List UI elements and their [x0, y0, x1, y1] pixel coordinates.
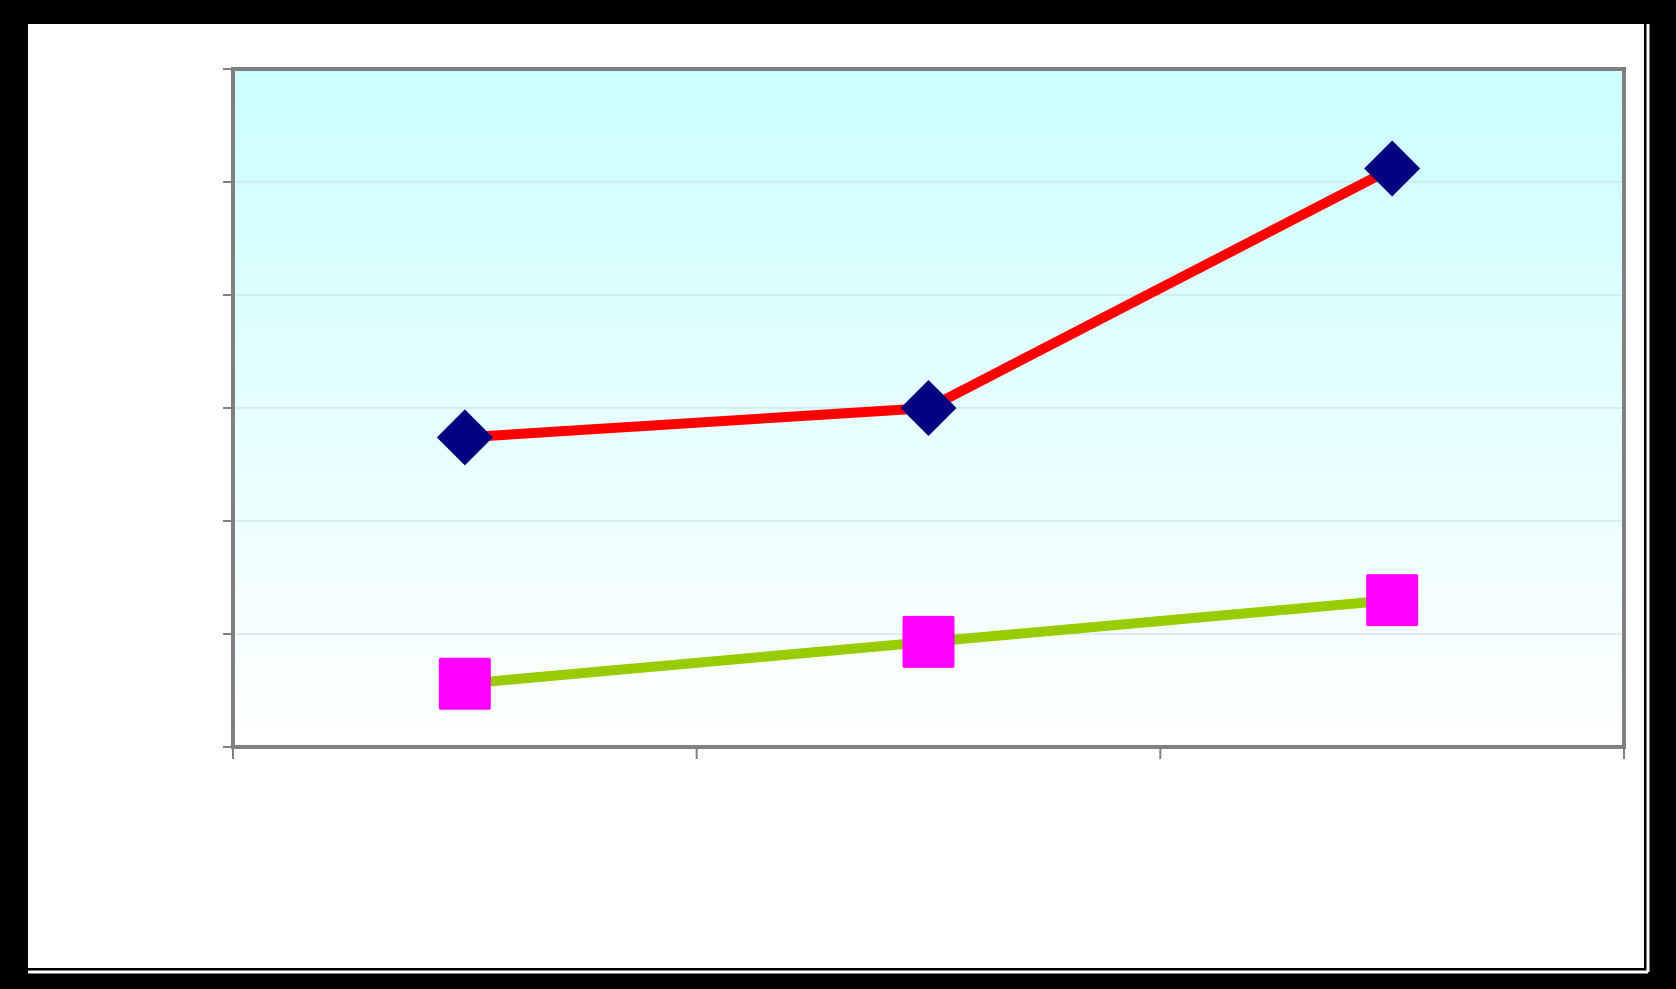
data-point-diamond	[1364, 140, 1421, 197]
series-layer	[436, 140, 1421, 710]
data-point-square	[902, 615, 955, 668]
data-point-square	[438, 657, 491, 710]
data-point-diamond	[436, 409, 493, 466]
plot-border	[231, 67, 1626, 749]
data-point-diamond	[900, 380, 957, 436]
data-point-square	[1366, 574, 1419, 627]
